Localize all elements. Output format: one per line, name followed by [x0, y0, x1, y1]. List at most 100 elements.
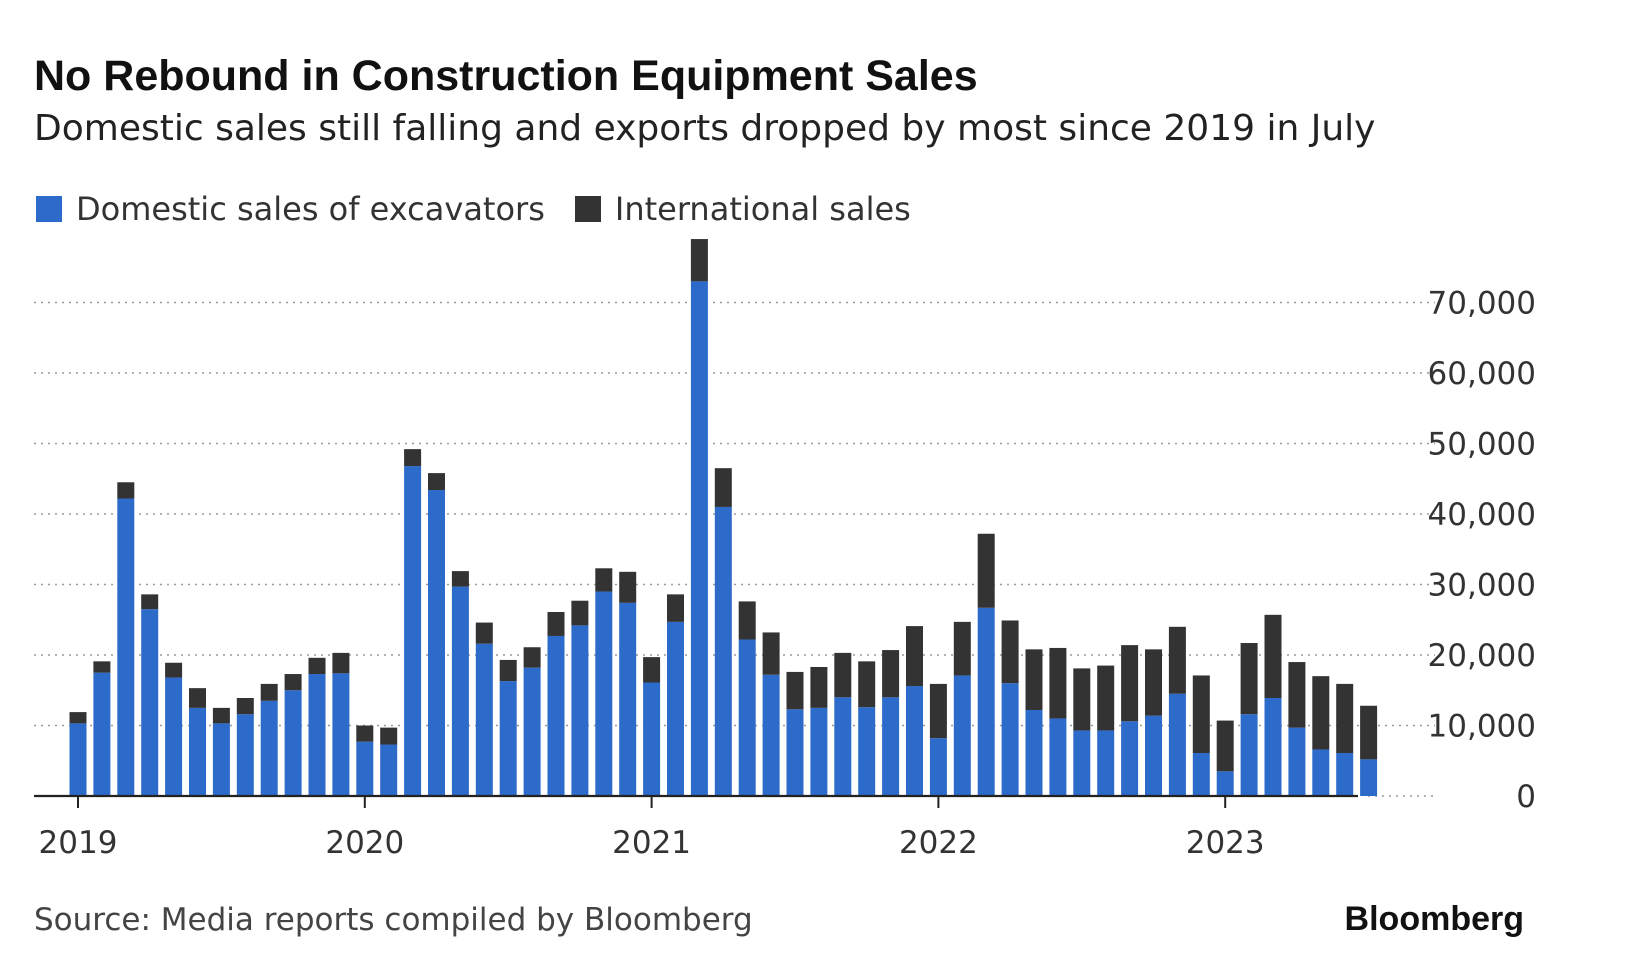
bar-international — [1073, 668, 1091, 731]
bar-domestic — [1240, 714, 1258, 796]
y-tick-label: 20,000 — [1428, 638, 1536, 674]
bar-domestic — [834, 697, 852, 796]
bar-domestic — [786, 709, 804, 796]
bar-domestic — [69, 723, 87, 796]
bar-domestic — [380, 744, 398, 796]
chart-legend: Domestic sales of excavators Internation… — [36, 190, 941, 228]
bar-international — [404, 449, 422, 467]
y-tick-label: 30,000 — [1428, 568, 1536, 604]
bar-international — [810, 666, 828, 708]
bar-international — [786, 671, 804, 710]
bar-international — [284, 674, 302, 691]
bar-international — [667, 594, 684, 622]
bar-international — [523, 647, 541, 668]
x-tick-label: 2022 — [899, 825, 978, 861]
chart-title: No Rebound in Construction Equipment Sal… — [34, 52, 978, 100]
bar-international — [475, 622, 493, 644]
legend-item-international: International sales — [574, 190, 911, 228]
x-tick-label: 2020 — [325, 825, 404, 861]
y-tick-label: 10,000 — [1428, 709, 1536, 745]
bar-domestic — [953, 675, 971, 796]
bar-domestic — [1001, 683, 1019, 796]
bar-domestic — [356, 741, 374, 796]
bar-international — [1360, 705, 1378, 760]
bar-domestic — [882, 697, 900, 796]
bar-domestic — [595, 591, 613, 796]
bar-domestic — [212, 723, 230, 796]
bar-international — [308, 657, 326, 675]
bar-international — [117, 482, 135, 499]
bar-domestic — [1073, 730, 1091, 796]
bar-international — [714, 468, 732, 507]
bar-international — [165, 662, 183, 678]
bar-international — [1192, 675, 1210, 753]
x-tick-label: 2021 — [612, 825, 691, 861]
bar-domestic — [117, 498, 135, 796]
bar-international — [236, 698, 254, 715]
bar-domestic — [714, 506, 732, 796]
bar-international — [1145, 649, 1162, 716]
bar-domestic — [1168, 693, 1186, 796]
bar-international — [1216, 720, 1234, 772]
source-note: Source: Media reports compiled by Bloomb… — [34, 902, 753, 938]
bar-domestic — [762, 674, 780, 796]
bar-domestic — [738, 639, 756, 796]
bar-domestic — [619, 602, 637, 796]
bars — [69, 239, 1378, 797]
bar-domestic — [93, 672, 111, 796]
bar-domestic — [165, 677, 183, 796]
y-tick-label: 0 — [1516, 779, 1536, 815]
bar-domestic — [1121, 721, 1139, 796]
bar-international — [762, 632, 780, 675]
bar-domestic — [332, 673, 350, 796]
bar-international — [906, 626, 923, 687]
y-tick-label: 60,000 — [1428, 356, 1536, 392]
bar-domestic — [1025, 709, 1043, 796]
bar-international — [690, 239, 708, 282]
bar-international — [1049, 647, 1067, 719]
bar-domestic — [1049, 718, 1067, 796]
bar-domestic — [141, 609, 159, 796]
bar-domestic — [1192, 752, 1210, 796]
bar-domestic — [643, 682, 661, 796]
bar-international — [380, 727, 398, 745]
legend-label-international: International sales — [614, 190, 911, 228]
bar-domestic — [1360, 759, 1378, 796]
bar-international — [1336, 683, 1354, 753]
bar-domestic — [1312, 749, 1330, 796]
bar-international — [1025, 649, 1043, 710]
bar-domestic — [499, 681, 517, 796]
bar-international — [595, 568, 613, 592]
bar-international — [882, 650, 900, 698]
bar-international — [547, 611, 565, 636]
legend-item-domestic: Domestic sales of excavators — [36, 190, 545, 228]
bar-international — [69, 712, 87, 724]
bar-international — [1240, 643, 1258, 715]
bar-international — [189, 688, 206, 708]
bar-domestic — [810, 707, 828, 796]
x-tick-label: 2019 — [39, 825, 118, 861]
bar-domestic — [1264, 698, 1282, 796]
bar-international — [738, 601, 756, 640]
bar-domestic — [451, 586, 469, 796]
bar-international — [1121, 645, 1139, 722]
bar-domestic — [977, 607, 995, 796]
bar-international — [332, 652, 350, 674]
bar-domestic — [236, 714, 254, 796]
bar-international — [571, 600, 589, 626]
bar-international — [451, 571, 469, 587]
bar-international — [499, 659, 517, 682]
bar-international — [977, 533, 995, 608]
bar-international — [1168, 626, 1186, 694]
bar-international — [1264, 614, 1282, 699]
legend-swatch-domestic — [36, 196, 62, 222]
legend-swatch-international — [574, 196, 601, 222]
bar-international — [356, 725, 374, 742]
gridlines — [34, 301, 1435, 797]
bloomberg-logo: Bloomberg — [1344, 900, 1524, 938]
bar-domestic — [547, 635, 565, 796]
bar-international — [1097, 665, 1115, 731]
bar-international — [1312, 676, 1330, 750]
bar-domestic — [260, 700, 278, 796]
